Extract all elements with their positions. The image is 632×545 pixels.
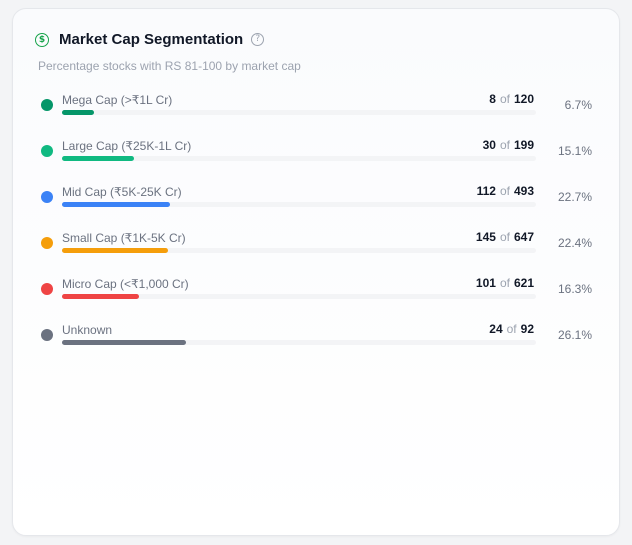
segment-label: Micro Cap (<₹1,000 Cr): [62, 277, 189, 291]
segment-bar-fill: [62, 110, 94, 115]
segment-bar-fill: [62, 294, 140, 299]
segment-count: 24 of 92: [489, 322, 534, 336]
segment-count: 8 of 120: [489, 92, 534, 106]
segment-dot: [41, 329, 53, 341]
segment-percent: 15.1%: [557, 144, 592, 158]
segment-bar-fill: [62, 340, 186, 345]
segment-row-small: Small Cap (₹1K-5K Cr) 145 of 647 22.4%: [13, 229, 619, 259]
segment-count: 30 of 199: [482, 138, 534, 152]
segment-bar-fill: [62, 248, 169, 253]
segment-label: Large Cap (₹25K-1L Cr): [62, 139, 192, 153]
segment-dot: [41, 237, 53, 249]
segment-row-large: Large Cap (₹25K-1L Cr) 30 of 199 15.1%: [13, 137, 619, 167]
segment-count: 112 of 493: [476, 184, 534, 198]
segment-bar-track: [62, 110, 536, 115]
segment-count: 145 of 647: [475, 230, 534, 244]
segment-bar-track: [62, 202, 536, 207]
segment-dot: [41, 191, 53, 203]
market-cap-card: $ Market Cap Segmentation ? Percentage s…: [12, 8, 620, 536]
segment-percent: 16.3%: [557, 282, 592, 296]
segment-row-mid: Mid Cap (₹5K-25K Cr) 112 of 493 22.7%: [13, 183, 619, 213]
segment-label: Small Cap (₹1K-5K Cr): [62, 231, 186, 245]
card-title: Market Cap Segmentation: [59, 31, 244, 48]
segment-percent: 22.4%: [557, 236, 592, 250]
segment-row-unknown: Unknown 24 of 92 26.1%: [13, 321, 619, 351]
segment-percent: 22.7%: [557, 190, 592, 204]
segment-row-mega: Mega Cap (>₹1L Cr) 8 of 120 6.7%: [13, 91, 619, 121]
dollar-circle-icon: $: [35, 32, 49, 47]
segment-label: Mid Cap (₹5K-25K Cr): [62, 185, 182, 199]
segment-percent: 26.1%: [557, 328, 592, 342]
segment-label: Mega Cap (>₹1L Cr): [62, 93, 173, 107]
segment-bar-track: [62, 156, 536, 161]
segment-dot: [41, 283, 53, 295]
segment-bar-fill: [62, 156, 134, 161]
segment-dot: [41, 99, 53, 111]
segment-bar-track: [62, 248, 536, 253]
segment-percent: 6.7%: [564, 98, 592, 112]
segment-bar-track: [62, 340, 536, 345]
card-subtitle: Percentage stocks with RS 81-100 by mark…: [38, 59, 301, 73]
segment-row-micro: Micro Cap (<₹1,000 Cr) 101 of 621 16.3%: [13, 275, 619, 305]
help-icon[interactable]: ?: [251, 33, 265, 46]
segment-count: 101 of 621: [475, 276, 534, 290]
segment-bar-fill: [62, 202, 170, 207]
segment-dot: [41, 145, 53, 157]
segment-label: Unknown: [62, 323, 113, 337]
card-header: $ Market Cap Segmentation ?: [35, 31, 265, 48]
segment-bar-track: [62, 294, 536, 299]
